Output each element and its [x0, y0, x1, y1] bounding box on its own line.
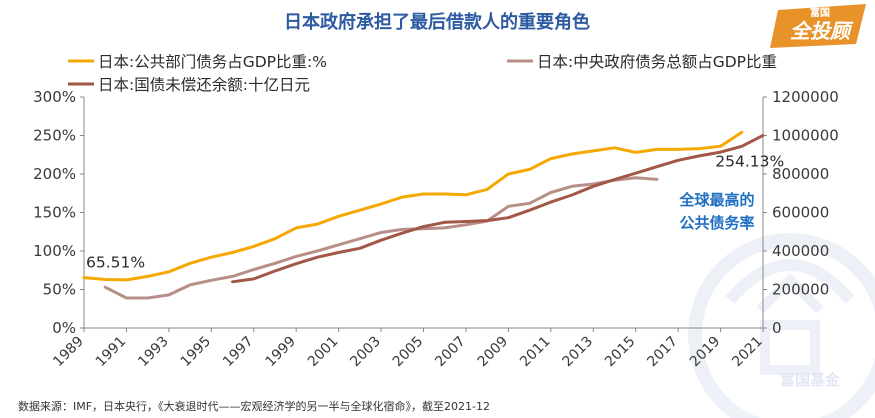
- left-tick-label: 300%: [33, 88, 76, 106]
- right-tick-label: 600000: [772, 204, 829, 222]
- legend-label-2: 日本:国债未偿还余额:十亿日元: [98, 75, 310, 94]
- source-note: 数据来源：IMF，日本央行，《大衰退时代——宏观经济学的另一半与全球化宿命》，截…: [18, 399, 490, 413]
- legend-label-0: 日本:公共部门债务占GDP比重:%: [98, 53, 327, 71]
- right-tick-label: 200000: [772, 281, 829, 299]
- series-line-2: [231, 134, 765, 284]
- x-tick-label: 2017: [644, 334, 681, 371]
- x-tick-label: 2013: [560, 334, 597, 371]
- series-line-0: [82, 130, 744, 282]
- left-tick-label: 100%: [33, 242, 76, 260]
- x-tick-label: 2003: [347, 334, 384, 371]
- right-tick-label: 1000000: [772, 127, 839, 145]
- chart-title: 日本政府承担了最后借款人的重要角色: [284, 11, 590, 33]
- x-tick-label: 1989: [50, 334, 87, 371]
- left-tick-label: 200%: [33, 165, 76, 183]
- callout-line2: 公共债务率: [679, 214, 754, 232]
- x-tick-label: 2009: [475, 334, 512, 371]
- x-tick-label: 1993: [135, 334, 172, 371]
- x-tick-label: 1999: [263, 334, 300, 371]
- left-tick-label: 150%: [33, 204, 76, 222]
- left-tick-label: 50%: [43, 281, 76, 299]
- left-tick-label: 0%: [52, 319, 76, 337]
- value-label-0: 65.51%: [86, 254, 145, 272]
- x-tick-label: 2001: [305, 334, 342, 371]
- left-tick-label: 250%: [33, 127, 76, 145]
- right-tick-label: 800000: [772, 165, 829, 183]
- x-tick-label: 2011: [517, 334, 554, 371]
- x-tick-label: 1991: [93, 334, 130, 371]
- x-tick-label: 1997: [220, 334, 257, 371]
- x-tick-label: 2007: [432, 334, 469, 371]
- right-tick-label: 0: [772, 319, 782, 337]
- annotations: 65.51% 254.13%: [86, 152, 784, 271]
- series-line-1: [103, 176, 659, 300]
- brand-line2: 全投顾: [790, 19, 854, 43]
- x-tick-label: 1995: [178, 334, 215, 371]
- right-tick-label: 400000: [772, 242, 829, 260]
- legend: 日本:公共部门债务占GDP比重:% 日本:中央政府债务总额占GDP比重 日本:国…: [68, 53, 777, 94]
- callout-line1: 全球最高的: [678, 191, 754, 209]
- brand-line1: 富国: [810, 6, 830, 19]
- x-tick-label: 2015: [602, 334, 639, 371]
- watermark-logo: 富国基金: [688, 233, 875, 418]
- watermark-text: 富国基金: [780, 371, 841, 389]
- x-tick-label: 2005: [390, 334, 427, 371]
- right-tick-label: 1200000: [772, 88, 839, 106]
- brand-logo: 富国 全投顾: [770, 4, 866, 48]
- legend-label-1: 日本:中央政府债务总额占GDP比重: [537, 53, 777, 71]
- value-label-1: 254.13%: [715, 152, 784, 170]
- series-lines: [82, 130, 765, 300]
